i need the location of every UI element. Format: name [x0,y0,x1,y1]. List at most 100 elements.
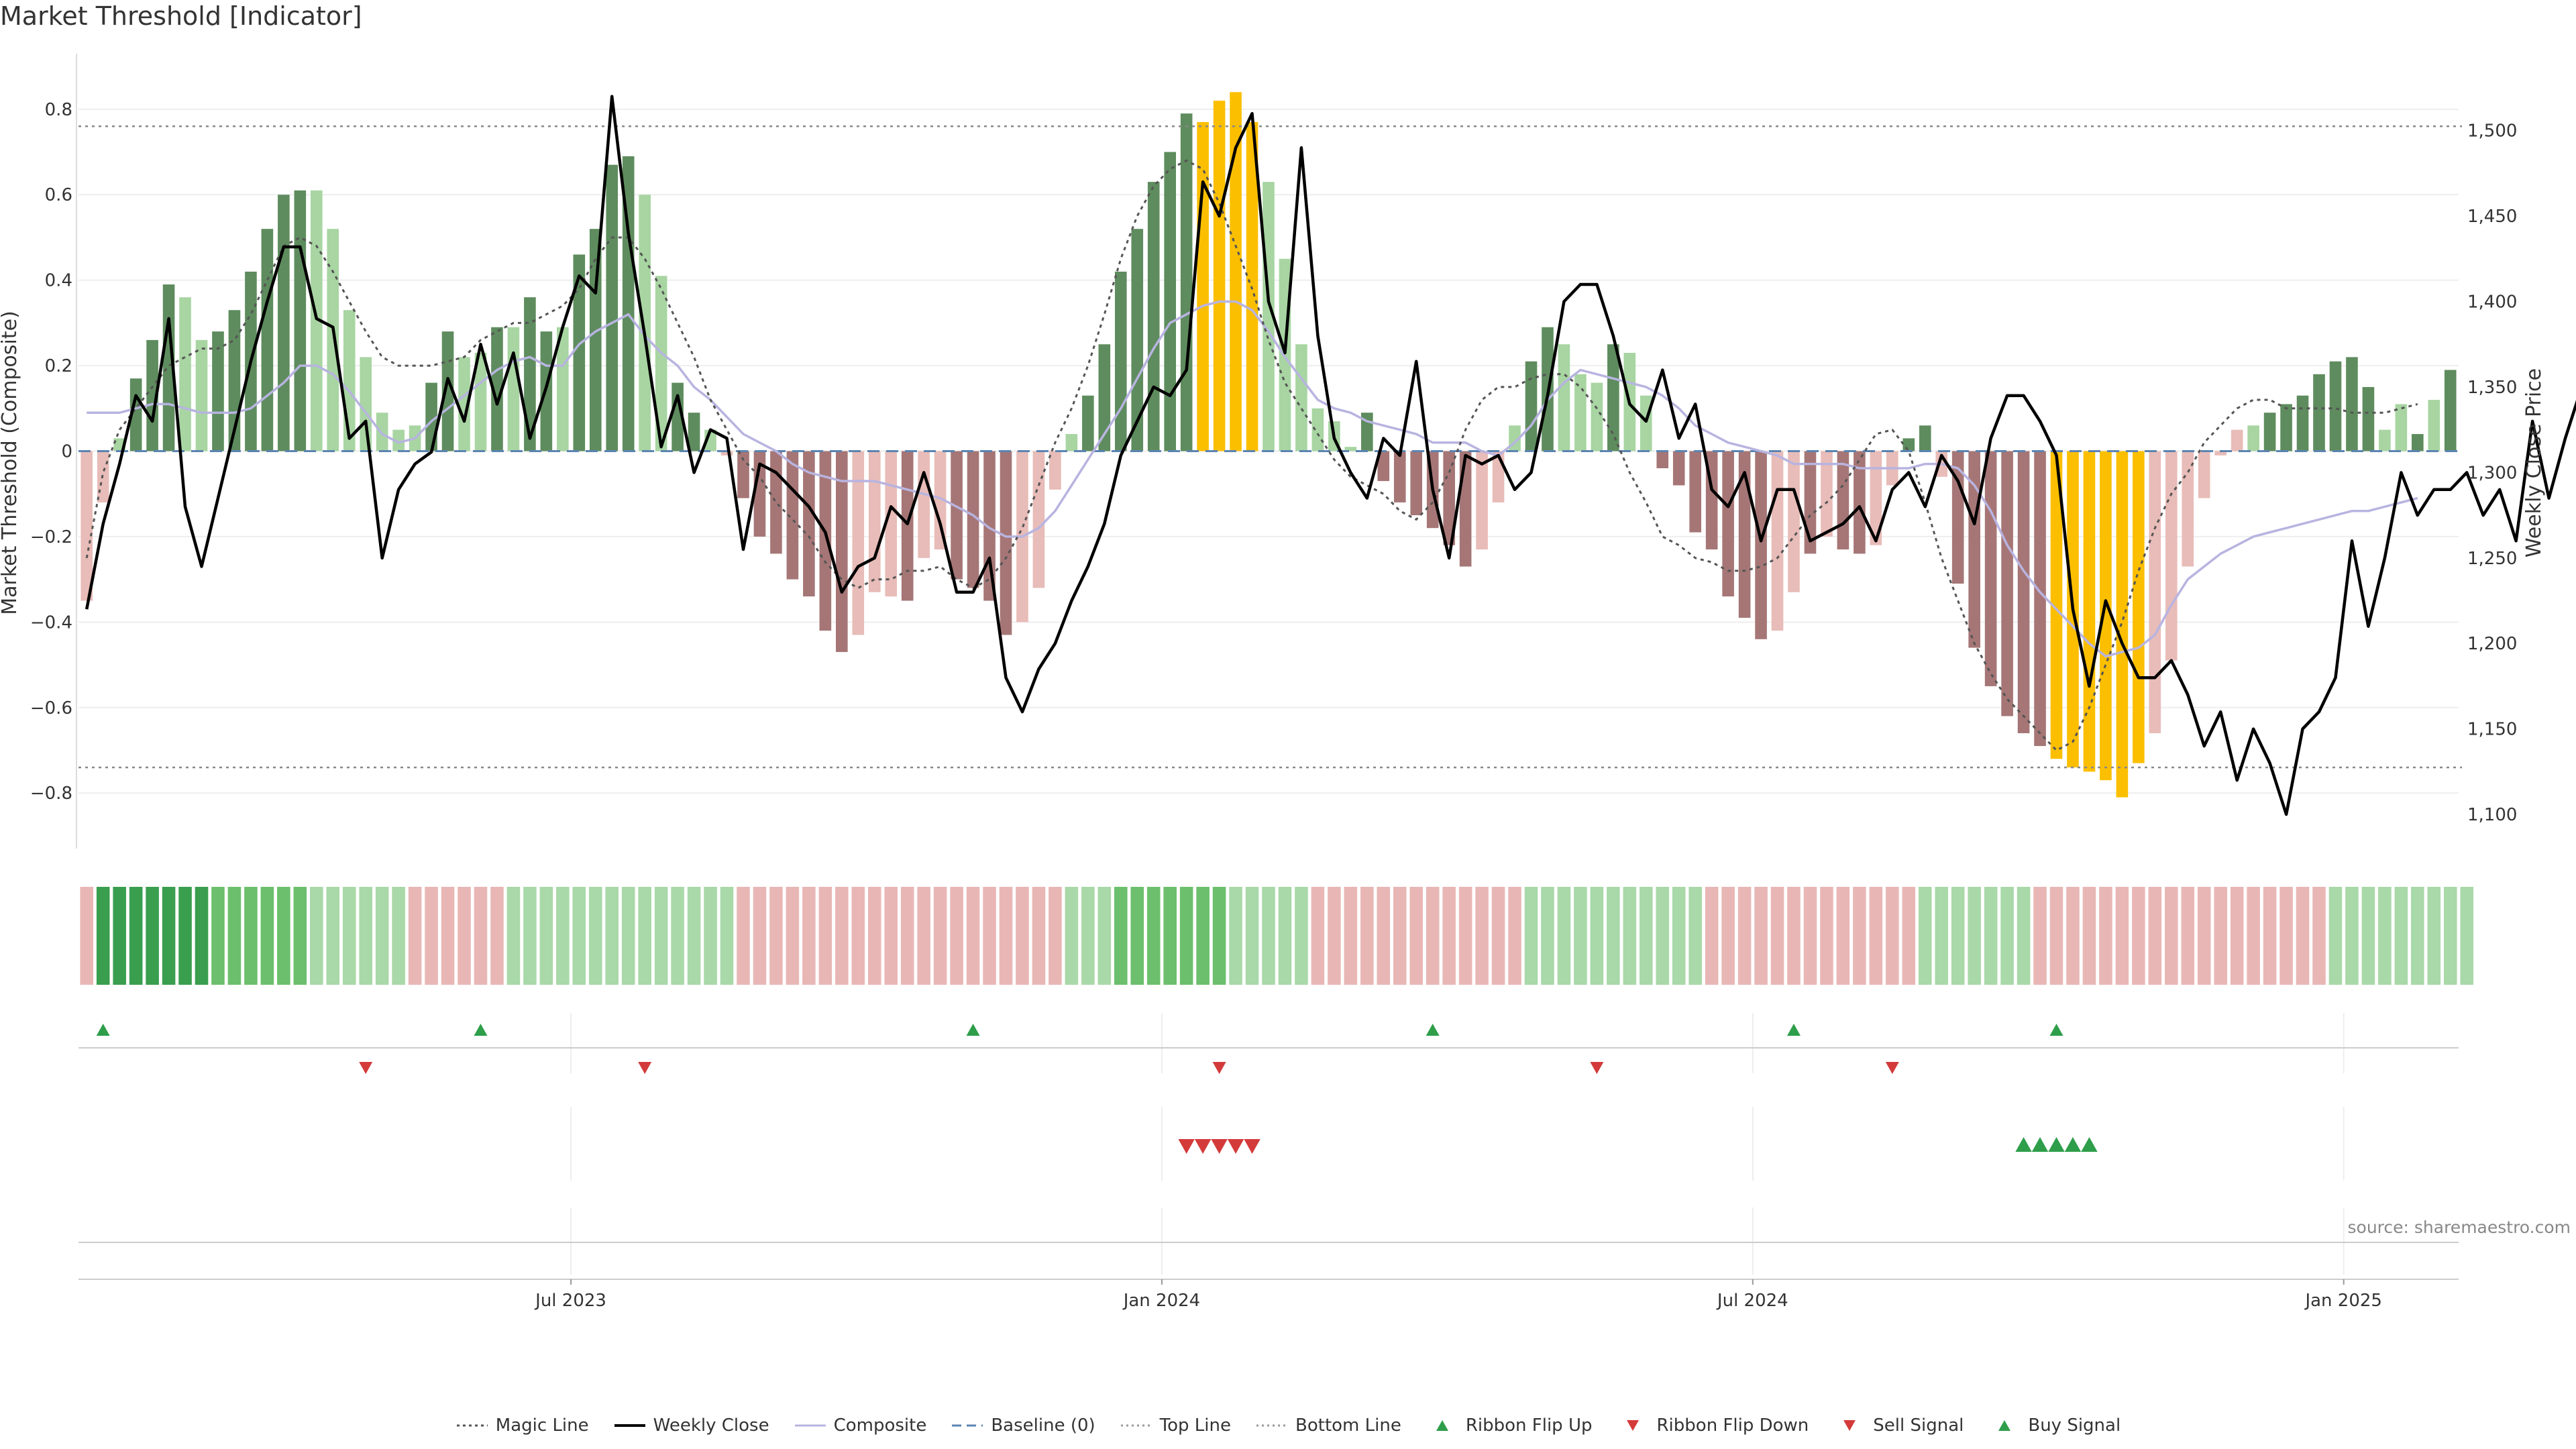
heatmap-cell [1442,887,1456,985]
composite-bar [2149,451,2161,733]
composite-bar [2017,451,2030,733]
legend-label: Composite [833,1415,927,1436]
composite-bar [1344,447,1357,451]
composite-bar [2329,361,2342,451]
composite-bar [129,378,142,451]
composite-bar [1000,451,1012,635]
x-tick-label: Jan 2024 [1122,1291,1201,1311]
heatmap-cell [1508,887,1521,985]
heatmap-cell [162,887,176,985]
composite-bar [1230,92,1242,451]
heatmap-cell [1163,887,1177,985]
composite-bar [2444,370,2457,451]
heatmap-cell [96,887,110,985]
heatmap-cell [129,887,143,985]
heatmap-cell [1672,887,1686,985]
composite-bar [622,156,635,451]
heatmap-cell [687,887,701,985]
heatmap-cell [1656,887,1670,985]
composite-bar [1180,113,1193,451]
heatmap-cell [359,887,372,985]
y-tick-label: −0.8 [30,784,72,804]
heatmap-cell [802,887,816,985]
heatmap-cell [211,887,225,985]
heatmap-cell [1393,887,1407,985]
heatmap-cell [867,887,881,985]
legend-label: Ribbon Flip Up [1465,1415,1593,1436]
heatmap-cell [1491,887,1505,985]
composite-bar [1443,451,1455,545]
heatmap-cell [917,887,930,985]
heatmap-cell [2296,887,2310,985]
composite-bar [967,451,979,588]
composite-bar [918,451,930,558]
legend-item: Magic Line [455,1415,589,1436]
composite-bar [261,229,274,451]
composite-bars [80,92,2457,798]
composite-bar [80,451,93,601]
legend-label: Buy Signal [2028,1415,2121,1436]
composite-bar [557,327,569,451]
composite-bar [2231,429,2243,451]
heatmap-cell [277,887,290,985]
heatmap-cell [1737,887,1752,985]
ribbon-flip-down-marker [359,1062,373,1074]
heatmap-cell [2000,887,2014,985]
heatmap-cell [1179,887,1193,985]
triangle-down-icon [1616,1419,1650,1432]
heatmap-cell [523,887,537,985]
y2-axis-label: Weekly Close Price [2522,368,2546,557]
heatmap-cell [1360,887,1374,985]
composite-bar [310,190,323,451]
legend-item: Sell Signal [1833,1415,1964,1436]
heatmap-cell [474,887,488,985]
grid-layer [78,108,2459,1275]
heatmap-cell [2082,887,2096,985]
heatmap-cell [671,887,684,985]
composite-bar [327,229,339,451]
composite-bar [392,429,405,451]
chart-canvas: 0.8 0.6 0.4 0.2 0 −0.2 −0.4 −0.6 −0.8 1,500 1,450… [0,54,2576,1311]
composite-bar [1393,451,1406,502]
composite-bar [179,297,191,451]
heatmap-cell [983,887,996,985]
composite-bar [885,451,898,597]
y2-tick-label: 1,350 [2467,378,2517,398]
composite-bar [1968,451,1980,648]
heatmap-cell [1196,887,1210,985]
legend-item: Composite [794,1415,927,1436]
heatmap-cell [2345,887,2359,985]
composite-bar [803,451,815,597]
composite-bar [819,451,832,631]
heatmap-cell [720,887,734,985]
heatmap-cell [1984,887,1998,985]
ribbon-flip-panel [78,1024,2459,1074]
composite-bar [951,451,963,580]
ribbon-flip-up-marker [1787,1024,1801,1036]
composite-bar [1672,451,1685,486]
composite-bar [1377,451,1390,482]
legend-item: Bottom Line [1255,1415,1401,1436]
composite-bar [2001,451,2013,716]
heatmap-cell [1853,887,1866,985]
composite-bar [1114,271,1127,451]
y-axis-right: 1,500 1,450 1,400 1,350 1,300 1,250 1,200 1,150… [2467,121,2517,825]
y-axis-left: 0.8 0.6 0.4 0.2 0 −0.2 −0.4 −0.6 −0.8 [30,54,77,849]
heatmap-cell [835,887,849,985]
heatmap-cell [884,887,898,985]
ribbon-flip-down-marker [1590,1062,1604,1074]
composite-bar [2050,451,2063,759]
heatmap-cell [293,887,307,985]
heatmap-cell [1951,887,1965,985]
legend-label: Sell Signal [1873,1415,1964,1436]
buy-signal-marker [2064,1137,2082,1152]
ribbon-flip-up-marker [96,1024,110,1036]
composite-bar [2198,451,2210,498]
heatmap-cell [1097,887,1112,985]
heatmap-cell [458,887,471,985]
composite-bar [1082,395,1094,451]
composite-bar [2428,400,2440,451]
y-tick-label: 0.4 [45,271,72,291]
heatmap-cell [506,887,521,985]
y-axis-label: Market Threshold (Composite) [0,311,21,615]
